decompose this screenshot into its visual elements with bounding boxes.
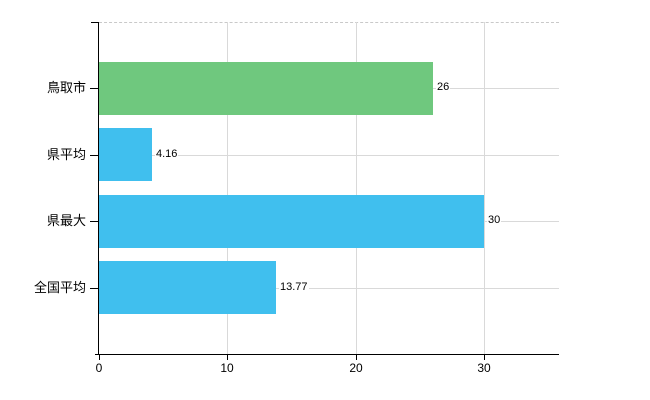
- x-axis-tick-label: 30: [477, 361, 491, 375]
- x-axis-tick: [484, 354, 485, 360]
- bar-1: [99, 62, 433, 115]
- y-axis-top-tick: [91, 22, 99, 23]
- plot-area: 26 4.16 30 13.77: [99, 22, 559, 354]
- x-axis-tick: [227, 354, 228, 360]
- x-axis-tick-label: 0: [95, 361, 103, 375]
- plot-top-boundary-line: [99, 22, 559, 23]
- gridline-horizontal: [99, 288, 559, 289]
- category-label: 県最大: [46, 213, 86, 228]
- y-axis-tick: [90, 288, 98, 289]
- bar-value-label: 26: [436, 80, 451, 95]
- x-axis-tick: [99, 354, 100, 360]
- bar-value-label: 13.77: [279, 280, 309, 295]
- y-axis-tick: [90, 88, 98, 89]
- gridline-vertical: [356, 22, 357, 354]
- bar-value-label: 4.16: [155, 147, 179, 162]
- category-label: 全国平均: [33, 280, 86, 295]
- x-axis-tick: [356, 354, 357, 360]
- bar-4: [99, 261, 276, 314]
- category-label: 県平均: [46, 147, 86, 162]
- bar-value-label: 30: [487, 213, 502, 228]
- y-axis-line: [98, 22, 99, 354]
- category-label: 鳥取市: [46, 80, 86, 95]
- bar-3: [99, 195, 484, 248]
- gridline-vertical: [484, 22, 485, 354]
- gridline-vertical: [227, 22, 228, 354]
- gridline-horizontal: [99, 155, 559, 156]
- x-axis-line: [95, 354, 559, 355]
- bar-2: [99, 128, 152, 181]
- y-axis-tick: [90, 221, 98, 222]
- x-axis-tick-label: 10: [220, 361, 234, 375]
- x-axis-tick-label: 20: [349, 361, 363, 375]
- y-axis-tick: [90, 155, 98, 156]
